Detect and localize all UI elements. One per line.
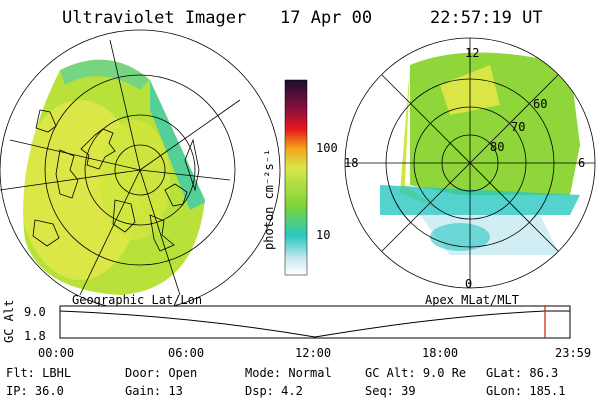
- altitude-ytick-max: 9.0: [24, 305, 46, 319]
- status-glat: GLat: 86.3: [486, 366, 559, 380]
- status-glon: GLon: 185.1: [486, 384, 566, 398]
- altitude-xtick-0000: 00:00: [38, 346, 75, 360]
- status-filter: Flt: LBHL: [6, 366, 72, 380]
- instrument-title: Ultraviolet Imager: [62, 8, 247, 28]
- left-map-caption: Geographic Lat/Lon: [72, 293, 203, 307]
- mlt-label-6: 6: [578, 156, 586, 170]
- geographic-map: [0, 29, 281, 311]
- date-label: 17 Apr 00: [280, 8, 373, 28]
- status-ip: IP: 36.0: [6, 384, 64, 398]
- time-label: 22:57:19 UT: [430, 8, 543, 28]
- altitude-xtick-1200: 12:00: [295, 346, 332, 360]
- status-mode: Mode: Normal: [245, 366, 332, 380]
- status-gain: Gain: 13: [125, 384, 183, 398]
- mlt-label-12: 12: [465, 46, 480, 60]
- mlt-label-0: 0: [465, 277, 473, 291]
- mlt-label-18: 18: [344, 156, 359, 170]
- colorbar-unit-label: photon cm⁻²s⁻¹: [262, 148, 276, 250]
- status-seq: Seq: 39: [365, 384, 416, 398]
- altitude-xtick-1800: 18:00: [422, 346, 459, 360]
- colorbar: [284, 79, 308, 276]
- status-door: Door: Open: [125, 366, 198, 380]
- apex-polar-map: [344, 37, 596, 289]
- status-dsp: Dsp: 4.2: [245, 384, 303, 398]
- lat-ring-70: 70: [511, 120, 526, 134]
- altitude-xtick-0600: 06:00: [168, 346, 205, 360]
- right-map-caption: Apex MLat/MLT: [425, 293, 519, 307]
- altitude-xtick-2359: 23:59: [555, 346, 592, 360]
- altitude-axis-title: GC Alt: [2, 299, 16, 343]
- lat-ring-80: 80: [490, 140, 505, 154]
- lat-ring-60: 60: [533, 97, 548, 111]
- status-gc-alt: GC Alt: 9.0 Re: [365, 366, 467, 380]
- altitude-plot: [59, 305, 571, 339]
- colorbar-tick-100: 100: [316, 141, 338, 155]
- altitude-ytick-min: 1.8: [24, 329, 46, 343]
- colorbar-tick-10: 10: [316, 228, 331, 242]
